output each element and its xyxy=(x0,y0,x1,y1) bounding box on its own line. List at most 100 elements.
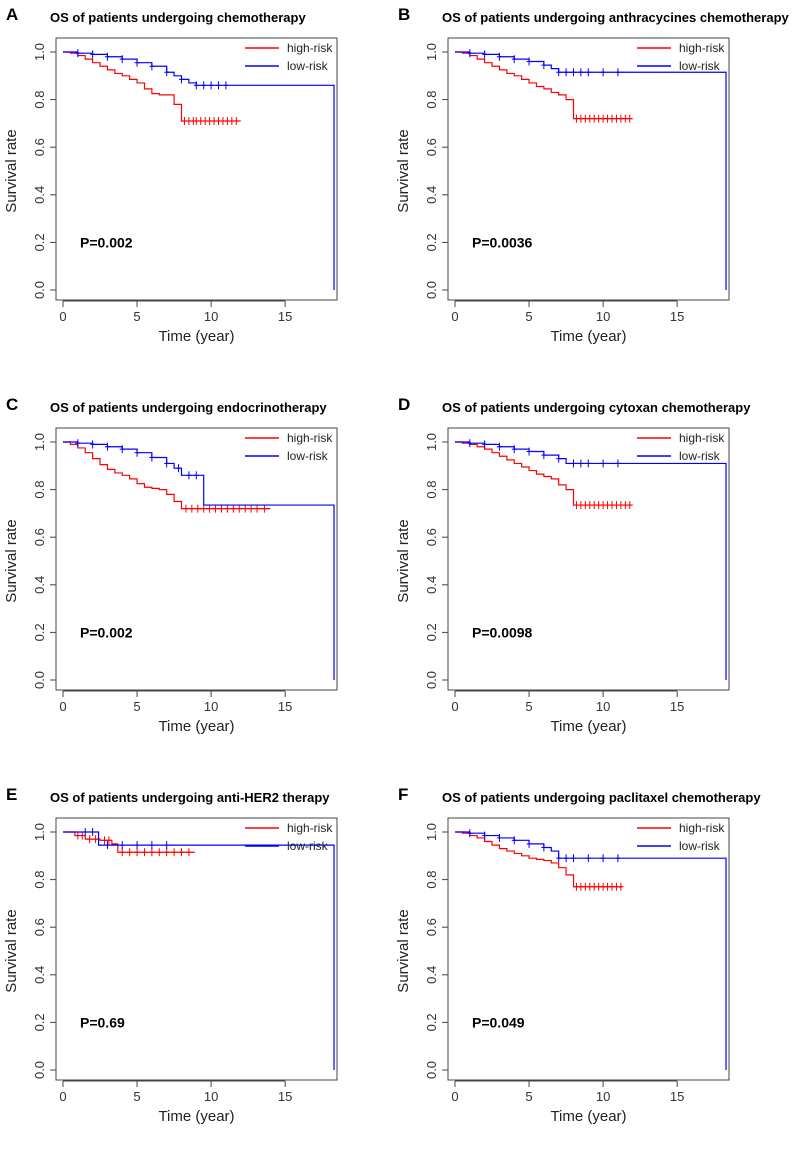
y-tick-label: 0.6 xyxy=(424,918,439,936)
x-tick-label: 5 xyxy=(133,1089,140,1104)
km-chart-d: D OS of patients undergoing cytoxan chemo… xyxy=(395,395,751,735)
y-tick-label: 0.8 xyxy=(424,91,439,109)
plot-frame xyxy=(447,37,730,301)
x-axis-label: Time (year) xyxy=(158,328,234,345)
plot-frame xyxy=(447,427,730,691)
x-tick-label: 0 xyxy=(59,699,66,714)
x-tick-label: 15 xyxy=(670,699,684,714)
legend-label-low-risk: low-risk xyxy=(679,449,721,463)
legend-label-high-risk: high-risk xyxy=(287,431,333,445)
x-axis-label: Time (year) xyxy=(550,328,626,345)
y-tick-label: 1.0 xyxy=(424,43,439,61)
survival-curve-low-risk xyxy=(63,831,335,1070)
survival-curve-low-risk xyxy=(63,51,335,290)
y-tick-label: 0.4 xyxy=(424,186,439,204)
plot-frame xyxy=(55,817,338,1081)
p-value-label: P=0.0098 xyxy=(472,624,533,640)
x-tick-label: 10 xyxy=(204,1089,218,1104)
panel-d: D OS of patients undergoing cytoxan chemo… xyxy=(392,390,793,766)
x-tick-label: 10 xyxy=(204,699,218,714)
y-axis-label: Survival rate xyxy=(395,519,412,602)
chart-title: OS of patients undergoing chemotherapy xyxy=(50,10,306,25)
survival-curve-low-risk xyxy=(455,51,727,290)
y-tick-label: 0.2 xyxy=(424,233,439,251)
km-chart-f: F OS of patients undergoing paclitaxel ch… xyxy=(395,785,761,1125)
x-tick-label: 10 xyxy=(204,309,218,324)
plot-frame xyxy=(55,427,338,691)
y-tick-label: 0.4 xyxy=(424,576,439,594)
legend-label-high-risk: high-risk xyxy=(287,821,333,835)
panel-f: F OS of patients undergoing paclitaxel ch… xyxy=(392,780,793,1156)
y-tick-label: 0.8 xyxy=(32,871,47,889)
legend-label-high-risk: high-risk xyxy=(679,821,725,835)
panel-letter: A xyxy=(6,5,18,24)
legend-label-high-risk: high-risk xyxy=(679,41,725,55)
y-axis-label: Survival rate xyxy=(3,909,20,992)
x-tick-label: 5 xyxy=(525,699,532,714)
x-tick-label: 10 xyxy=(596,1089,610,1104)
x-tick-label: 5 xyxy=(133,699,140,714)
km-chart-a: A OS of patients undergoing chemotherapy 0… xyxy=(3,5,338,345)
x-axis-label: Time (year) xyxy=(158,1108,234,1125)
y-tick-label: 1.0 xyxy=(424,823,439,841)
y-tick-label: 0.0 xyxy=(424,281,439,299)
y-tick-label: 0.4 xyxy=(424,966,439,984)
y-tick-label: 0.8 xyxy=(424,871,439,889)
x-tick-label: 0 xyxy=(59,309,66,324)
panel-letter: F xyxy=(398,785,408,804)
y-tick-label: 0.6 xyxy=(424,138,439,156)
x-tick-label: 15 xyxy=(278,309,292,324)
x-tick-label: 15 xyxy=(278,699,292,714)
survival-curve-low-risk xyxy=(455,831,727,1070)
x-tick-label: 10 xyxy=(596,309,610,324)
legend-label-high-risk: high-risk xyxy=(287,41,333,55)
y-tick-label: 1.0 xyxy=(32,43,47,61)
survival-curve-high-risk xyxy=(63,831,195,853)
y-axis-label: Survival rate xyxy=(395,129,412,212)
panel-letter: B xyxy=(398,5,410,24)
x-tick-label: 10 xyxy=(596,699,610,714)
x-tick-label: 0 xyxy=(59,1089,66,1104)
y-tick-label: 0.8 xyxy=(32,91,47,109)
y-tick-label: 0.8 xyxy=(32,481,47,499)
chart-title: OS of patients undergoing endocrinothera… xyxy=(50,400,327,415)
p-value-label: P=0.002 xyxy=(80,624,133,640)
y-tick-label: 1.0 xyxy=(32,433,47,451)
y-tick-label: 0.2 xyxy=(32,1013,47,1031)
p-value-label: P=0.002 xyxy=(80,234,133,250)
y-tick-label: 0.0 xyxy=(32,1061,47,1079)
y-tick-label: 0.2 xyxy=(424,623,439,641)
panel-a: A OS of patients undergoing chemotherapy 0… xyxy=(0,0,401,376)
y-tick-label: 0.4 xyxy=(32,966,47,984)
x-tick-label: 0 xyxy=(451,1089,458,1104)
survival-curve-high-risk xyxy=(63,51,241,122)
y-tick-label: 0.0 xyxy=(32,281,47,299)
p-value-label: P=0.69 xyxy=(80,1014,125,1030)
y-tick-label: 0.8 xyxy=(424,481,439,499)
y-tick-label: 0.6 xyxy=(32,528,47,546)
plot-frame xyxy=(447,817,730,1081)
survival-curve-low-risk xyxy=(63,441,335,680)
x-tick-label: 15 xyxy=(670,309,684,324)
chart-title: OS of patients undergoing cytoxan chemot… xyxy=(442,400,751,415)
y-axis-label: Survival rate xyxy=(395,909,412,992)
y-tick-label: 0.2 xyxy=(424,1013,439,1031)
legend-label-low-risk: low-risk xyxy=(287,449,329,463)
x-tick-label: 5 xyxy=(133,309,140,324)
y-tick-label: 0.0 xyxy=(424,1061,439,1079)
x-axis-label: Time (year) xyxy=(550,718,626,735)
y-tick-label: 0.6 xyxy=(32,918,47,936)
km-chart-c: C OS of patients undergoing endocrinother… xyxy=(3,395,338,735)
panel-e: E OS of patients undergoing anti-HER2 the… xyxy=(0,780,401,1156)
y-axis-label: Survival rate xyxy=(3,129,20,212)
survival-curve-low-risk xyxy=(455,441,727,680)
y-tick-label: 0.2 xyxy=(32,623,47,641)
legend-label-low-risk: low-risk xyxy=(679,839,721,853)
y-tick-label: 0.4 xyxy=(32,576,47,594)
x-tick-label: 5 xyxy=(525,309,532,324)
panel-letter: E xyxy=(6,785,17,804)
x-tick-label: 5 xyxy=(525,1089,532,1104)
km-chart-b: B OS of patients undergoing anthracycines… xyxy=(395,5,790,345)
legend-label-low-risk: low-risk xyxy=(287,59,329,73)
panel-c: C OS of patients undergoing endocrinother… xyxy=(0,390,401,766)
